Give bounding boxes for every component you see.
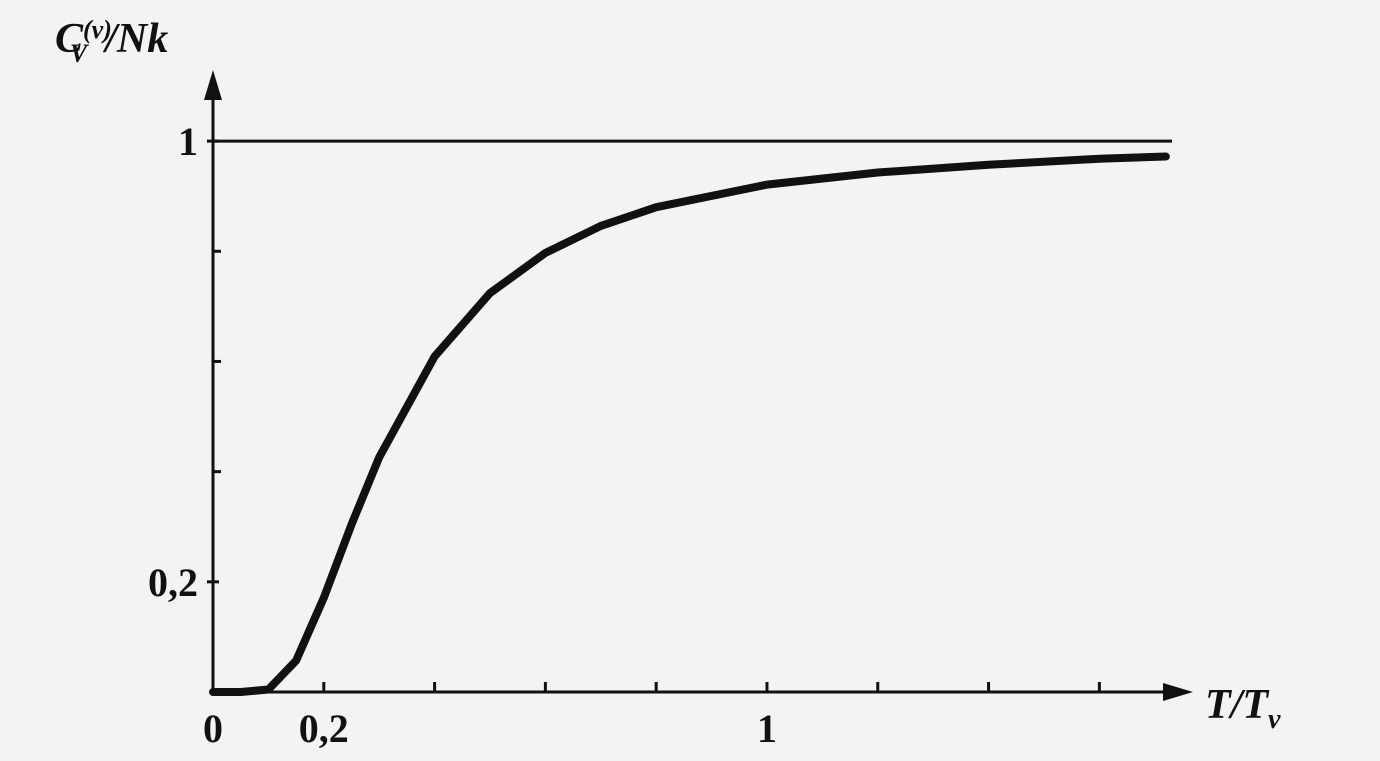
y-label-base: C: [55, 16, 84, 62]
x-tick-label: 1: [757, 706, 777, 751]
x-tick-label: 0: [203, 706, 223, 751]
x-arrow: [1163, 683, 1193, 701]
x-label-sub: v: [1268, 704, 1281, 735]
x-axis-label: T/Tv: [1205, 682, 1281, 735]
y-tick-label: 0,2: [148, 560, 198, 605]
curve: [209, 152, 1170, 696]
y-label-sub: V: [70, 39, 90, 68]
y-arrow: [204, 70, 222, 100]
y-axis-label: C(v) V/Nk: [55, 15, 168, 68]
y-tick-label: 1: [178, 119, 198, 164]
x-label-base: T/T: [1205, 682, 1270, 728]
y-label-sup: (v): [83, 15, 112, 44]
x-tick-label: 0,2: [299, 706, 349, 751]
y-label-rest: /Nk: [102, 16, 168, 62]
